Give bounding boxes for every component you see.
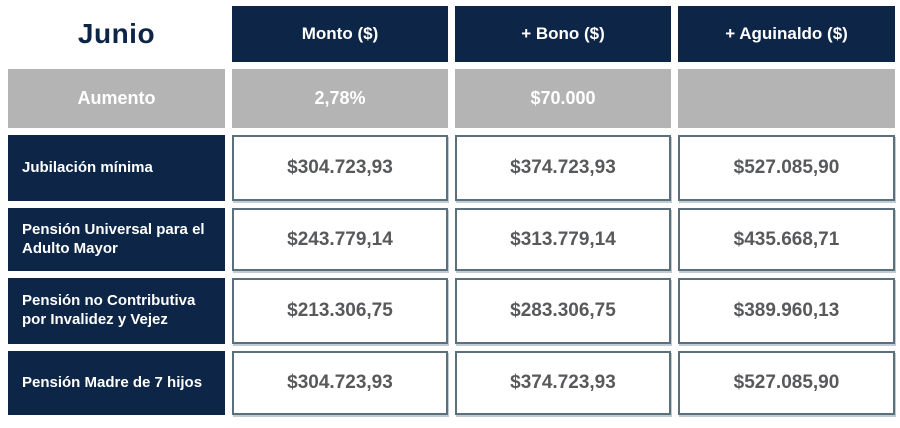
- aumento-row-label: Aumento: [8, 69, 225, 128]
- row-value-pension-madre-7-hijos-aguinaldo: $527.085,90: [678, 351, 895, 415]
- row-value-pension-universal-monto: $243.779,14: [232, 208, 448, 271]
- pension-table: Junio Monto ($) + Bono ($) + Aguinaldo (…: [8, 6, 895, 415]
- row-value-pension-universal-bono: $313.779,14: [455, 208, 671, 271]
- month-title: Junio: [8, 6, 225, 62]
- row-label-pension-madre-7-hijos: Pensión Madre de 7 hijos: [8, 351, 225, 415]
- row-value-jubilacion-minima-monto: $304.723,93: [232, 135, 448, 201]
- row-value-pension-no-contributiva-monto: $213.306,75: [232, 278, 448, 344]
- row-value-jubilacion-minima-aguinaldo: $527.085,90: [678, 135, 895, 201]
- column-header-aguinaldo: + Aguinaldo ($): [678, 6, 895, 62]
- aumento-value-bono: $70.000: [455, 69, 671, 128]
- row-label-pension-no-contributiva: Pensión no Contributiva por Invalidez y …: [8, 278, 225, 344]
- row-label-jubilacion-minima: Jubilación mínima: [8, 135, 225, 201]
- row-value-pension-universal-aguinaldo: $435.668,71: [678, 208, 895, 271]
- column-header-bono: + Bono ($): [455, 6, 671, 62]
- aumento-value-monto: 2,78%: [232, 69, 448, 128]
- aumento-value-aguinaldo: [678, 69, 895, 128]
- row-value-pension-madre-7-hijos-monto: $304.723,93: [232, 351, 448, 415]
- column-header-monto: Monto ($): [232, 6, 448, 62]
- row-label-pension-universal: Pensión Universal para el Adulto Mayor: [8, 208, 225, 271]
- row-value-pension-no-contributiva-bono: $283.306,75: [455, 278, 671, 344]
- row-value-pension-madre-7-hijos-bono: $374.723,93: [455, 351, 671, 415]
- row-value-pension-no-contributiva-aguinaldo: $389.960,13: [678, 278, 895, 344]
- row-value-jubilacion-minima-bono: $374.723,93: [455, 135, 671, 201]
